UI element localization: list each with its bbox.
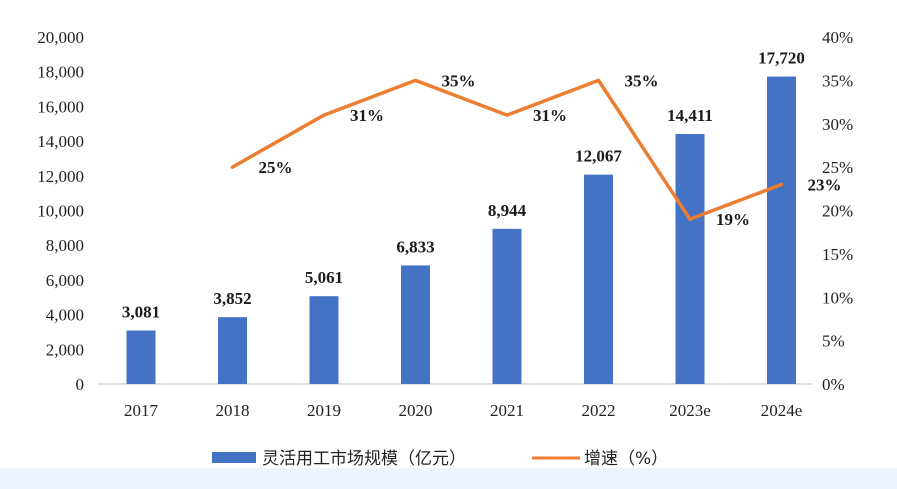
line-value-label: 35% [442,71,476,90]
left-tick-label: 18,000 [37,63,84,82]
x-axis: 2017 2018 2019 2020 2021 2022 2023e 2024e [124,401,802,420]
bar-value-label: 17,720 [758,49,805,68]
line-value-label: 19% [716,210,750,229]
right-tick-label: 30% [822,115,853,134]
right-tick-label: 5% [822,332,845,351]
line-value-label: 23% [808,175,842,194]
bar-series [126,76,796,385]
right-tick-label: 35% [822,71,853,90]
left-tick-label: 12,000 [37,167,84,186]
left-tick-label: 20,000 [37,28,84,47]
bar [401,265,430,384]
x-tick-label: 2019 [307,401,341,420]
line-point [414,78,417,82]
line-point [780,182,783,186]
right-tick-label: 15% [822,245,853,264]
line-value-label: 31% [350,106,384,125]
bar [767,76,796,385]
bar-value-label: 6,833 [396,237,434,256]
left-axis: 0 2,000 4,000 6,000 8,000 10,000 12,000 14,000 1… [37,28,84,394]
line-value-label: 35% [625,71,659,90]
legend-line-label: 增速（%） [584,449,668,469]
left-tick-label: 10,000 [37,202,84,221]
left-tick-label: 6,000 [46,271,84,290]
bar [309,296,339,384]
legend-bar-swatch [212,452,256,463]
line-value-label: 31% [533,106,567,125]
line-point [231,165,234,169]
x-tick-label: 2023e [669,401,711,420]
left-tick-label: 0 [76,375,85,394]
line-point [322,113,326,117]
right-axis: 0% 5% 10% 15% 20% 25% 30% 35% 40% [822,28,853,394]
x-tick-label: 2024e [761,401,803,420]
bottom-strip [0,468,897,489]
left-tick-label: 8,000 [46,236,84,255]
right-tick-label: 10% [822,288,853,307]
legend-bar-label: 灵活用工市场规模（亿元） [262,449,466,469]
line-point [597,78,600,82]
bar-value-label: 3,852 [213,289,251,308]
x-tick-label: 2021 [490,401,524,420]
x-tick-label: 2018 [216,401,250,420]
bar-value-label: 5,061 [305,268,343,287]
left-tick-label: 16,000 [37,97,84,116]
bar-value-label: 14,411 [667,106,713,125]
bar [126,330,156,384]
bar-value-label: 12,067 [575,147,622,166]
x-tick-label: 2020 [399,401,433,420]
left-tick-label: 2,000 [46,340,84,359]
left-tick-label: 14,000 [37,132,84,151]
legend: 灵活用工市场规模（亿元） 增速（%） [212,449,668,469]
right-tick-label: 20% [822,202,853,221]
bar [218,317,247,384]
line-data-labels: 25% 31% 35% 31% 35% 19% 23% [259,71,842,229]
bar-value-label: 3,081 [122,303,160,322]
right-tick-label: 40% [822,28,853,47]
right-tick-label: 25% [822,158,853,177]
right-tick-label: 0% [822,375,845,394]
bar [675,133,705,384]
bar-value-label: 8,944 [488,201,527,220]
line-series [230,78,784,221]
left-tick-label: 4,000 [46,306,84,325]
x-tick-label: 2022 [582,401,616,420]
bar [584,174,613,384]
line-point [688,217,692,221]
line-value-label: 25% [259,158,293,177]
line-point [505,113,509,117]
bar [492,228,522,384]
x-tick-label: 2017 [124,401,159,420]
bar-data-labels: 3,081 3,852 5,061 6,833 8,944 12,067 14,411 17,… [122,49,805,322]
